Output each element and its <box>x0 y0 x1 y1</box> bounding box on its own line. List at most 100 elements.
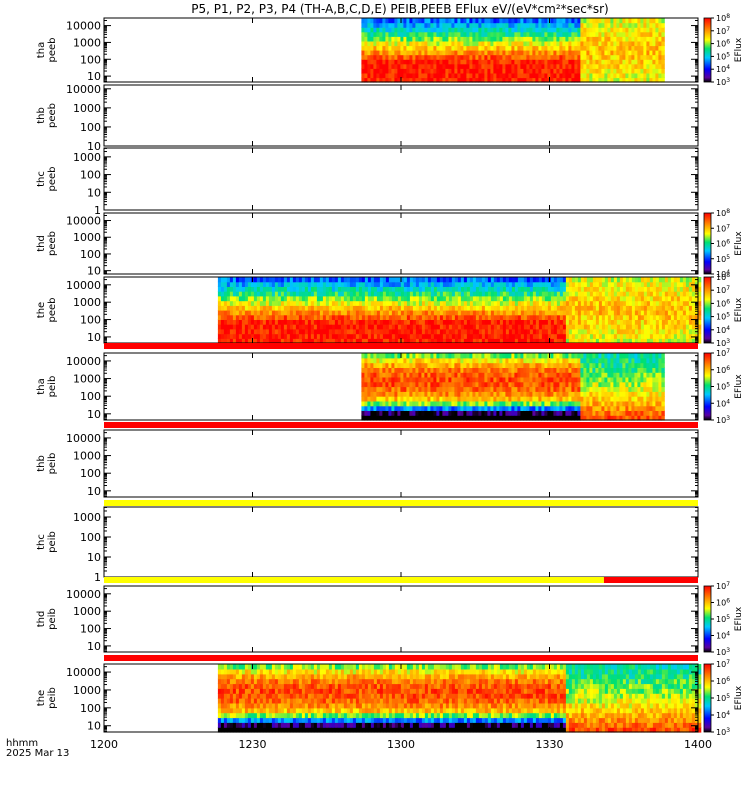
y-axis-label: thdpeib <box>36 608 58 630</box>
y-tick-label: 100 <box>80 467 101 480</box>
status-bar-segment <box>104 422 698 428</box>
y-tick-label: 10000 <box>66 20 101 33</box>
y-axis-label: thapeib <box>36 376 58 398</box>
panel-frame <box>103 147 699 211</box>
colorbar-tick-label: 106 <box>716 365 730 375</box>
colorbar-label: EFlux <box>734 37 744 62</box>
panel-thc-peeb: 1 10 100 1000 thcpeeb <box>36 147 699 217</box>
colorbar-tick-label: 107 <box>716 348 730 358</box>
y-tick-label: 1000 <box>73 151 101 164</box>
colorbar-tick-label: 108 <box>716 272 730 282</box>
y-tick-label: 1 <box>94 204 101 217</box>
panel-stack: 10 100 1000 10000 thapeeb 103 104 105 106 107 108 E… <box>36 13 744 737</box>
status-bar <box>104 343 698 349</box>
panel-the-peeb: 10 100 1000 10000 thepeeb 103 104 105 106 107 108 E… <box>36 272 744 348</box>
panel-thc-peib: 1 10 100 1000 thcpeib <box>36 506 699 584</box>
x-axis-date: 2025 Mar 13 <box>6 748 69 759</box>
colorbar-label: EFlux <box>734 606 744 631</box>
y-tick-label: 10 <box>87 331 101 344</box>
y-tick-label: 10000 <box>66 83 101 96</box>
colorbar-tick-label: 104 <box>716 325 730 335</box>
y-tick-label: 10 <box>87 551 101 564</box>
y-axis-label: thcpeeb <box>36 167 58 192</box>
y-tick-label: 10 <box>87 265 101 278</box>
panel-frame <box>103 429 699 498</box>
colorbar-thd-peeb: 104 105 106 107 108 EFlux <box>703 208 744 279</box>
y-axis-label: thepeib <box>36 687 58 709</box>
colorbar-label: EFlux <box>734 374 744 399</box>
panel-thb-peeb: 10 100 1000 10000 thbpeeb <box>36 83 699 153</box>
colorbar-tick-label: 104 <box>716 64 730 74</box>
y-tick-label: 100 <box>80 169 101 182</box>
colorbar-the-peeb: 103 104 105 106 107 108 EFlux <box>703 272 744 348</box>
panel-frame <box>103 585 699 653</box>
panel-frame <box>103 84 699 147</box>
y-tick-label: 100 <box>80 531 101 544</box>
colorbar-tick-label: 107 <box>716 26 730 36</box>
y-tick-label: 10 <box>87 140 101 153</box>
status-bar-segment <box>104 577 604 583</box>
colorbar-tick-label: 104 <box>716 269 730 279</box>
y-tick-label: 1000 <box>73 605 101 618</box>
y-tick-label: 1 <box>94 571 101 584</box>
colorbar-label: EFlux <box>734 685 744 710</box>
colorbar-tick-label: 108 <box>716 13 730 23</box>
colorbar-tick-label: 103 <box>716 647 730 657</box>
y-tick-label: 100 <box>80 623 101 636</box>
y-tick-label: 1000 <box>73 684 101 697</box>
colorbar-thd-peib: 103 104 105 106 107 EFlux <box>703 581 744 657</box>
y-tick-label: 10 <box>87 186 101 199</box>
panel-frame <box>103 212 699 275</box>
colorbar-tick-label: 105 <box>716 254 730 264</box>
colorbar-tick-label: 107 <box>716 285 730 295</box>
colorbar-label: EFlux <box>734 231 744 256</box>
x-axis-label: hhmm <box>6 738 38 749</box>
y-tick-label: 10000 <box>66 432 101 445</box>
colorbar-tick-label: 107 <box>716 659 730 669</box>
y-tick-label: 10 <box>87 640 101 653</box>
status-bar-segment <box>104 655 698 661</box>
colorbar-label: EFlux <box>734 297 744 322</box>
colorbar-tick-label: 106 <box>716 676 730 686</box>
colorbar-tick-label: 104 <box>716 398 730 408</box>
colorbar-tick-label: 106 <box>716 298 730 308</box>
x-tick-label: 1330 <box>536 738 564 751</box>
x-tick-label: 1230 <box>239 738 267 751</box>
colorbar-tick-label: 105 <box>716 51 730 61</box>
y-tick-label: 1000 <box>73 296 101 309</box>
colorbar-tick-label: 106 <box>716 239 730 249</box>
x-tick-label: 1200 <box>90 738 118 751</box>
y-tick-label: 100 <box>80 314 101 327</box>
panel-tha-peeb: 10 100 1000 10000 thapeeb 103 104 105 106 107 108 E… <box>36 13 744 87</box>
spectrogram-the-peeb <box>217 277 702 344</box>
panel-tha-peib: 10 100 1000 10000 thapeib 103 104 105 106 107 EFlu… <box>36 348 744 425</box>
x-tick-label: 1300 <box>387 738 415 751</box>
spectrogram-tha-peeb <box>361 18 665 83</box>
x-tick-label: 1400 <box>684 738 712 751</box>
y-axis-label: thbpeeb <box>36 103 58 128</box>
colorbar-tick-label: 105 <box>716 693 730 703</box>
status-bar <box>104 655 698 661</box>
y-tick-label: 10 <box>87 408 101 421</box>
status-bar-segment <box>104 500 698 506</box>
y-tick-label: 1000 <box>73 102 101 115</box>
y-tick-label: 100 <box>80 248 101 261</box>
colorbar-tick-label: 103 <box>716 727 730 737</box>
y-tick-label: 1000 <box>73 450 101 463</box>
y-axis-label: thcpeib <box>36 531 58 553</box>
y-axis-label: thepeeb <box>36 298 58 323</box>
y-tick-label: 100 <box>80 390 101 403</box>
status-bar-segment <box>104 343 698 349</box>
colorbar-tick-label: 105 <box>716 614 730 624</box>
y-tick-label: 10 <box>87 720 101 733</box>
y-tick-label: 1000 <box>73 511 101 524</box>
colorbar-the-peib: 103 104 105 106 107 EFlux <box>703 659 744 737</box>
y-axis-label: thbpeib <box>36 453 58 475</box>
y-tick-label: 1000 <box>73 373 101 386</box>
panel-frame <box>103 506 699 578</box>
y-tick-label: 1000 <box>73 36 101 49</box>
y-tick-label: 10000 <box>66 666 101 679</box>
colorbar-tick-label: 105 <box>716 312 730 322</box>
colorbar-tick-label: 107 <box>716 581 730 591</box>
